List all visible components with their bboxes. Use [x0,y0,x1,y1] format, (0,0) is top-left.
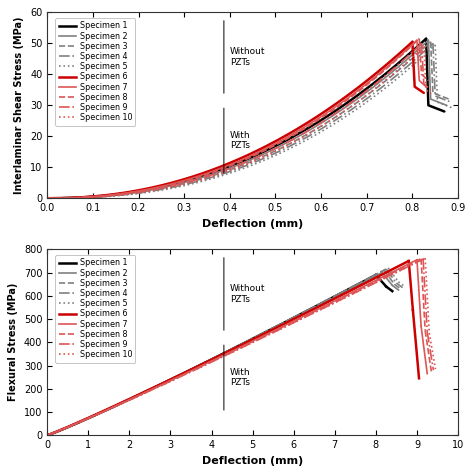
Legend: Specimen 1, Specimen 2, Specimen 3, Specimen 4, Specimen 5, Specimen 6, Specimen: Specimen 1, Specimen 2, Specimen 3, Spec… [55,18,135,126]
Text: With
PZTs: With PZTs [230,368,251,387]
Text: Without
PZTs: Without PZTs [230,47,265,67]
Text: Without
PZTs: Without PZTs [230,284,265,304]
X-axis label: Deflection (mm): Deflection (mm) [202,456,303,465]
Y-axis label: Flexural Stress (MPa): Flexural Stress (MPa) [9,283,18,401]
X-axis label: Deflection (mm): Deflection (mm) [202,219,303,228]
Y-axis label: Interlaminar Shear Stress (MPa): Interlaminar Shear Stress (MPa) [15,17,25,194]
Legend: Specimen 1, Specimen 2, Specimen 3, Specimen 4, Specimen 5, Specimen 6, Specimen: Specimen 1, Specimen 2, Specimen 3, Spec… [55,255,135,363]
Text: With
PZTs: With PZTs [230,131,251,150]
